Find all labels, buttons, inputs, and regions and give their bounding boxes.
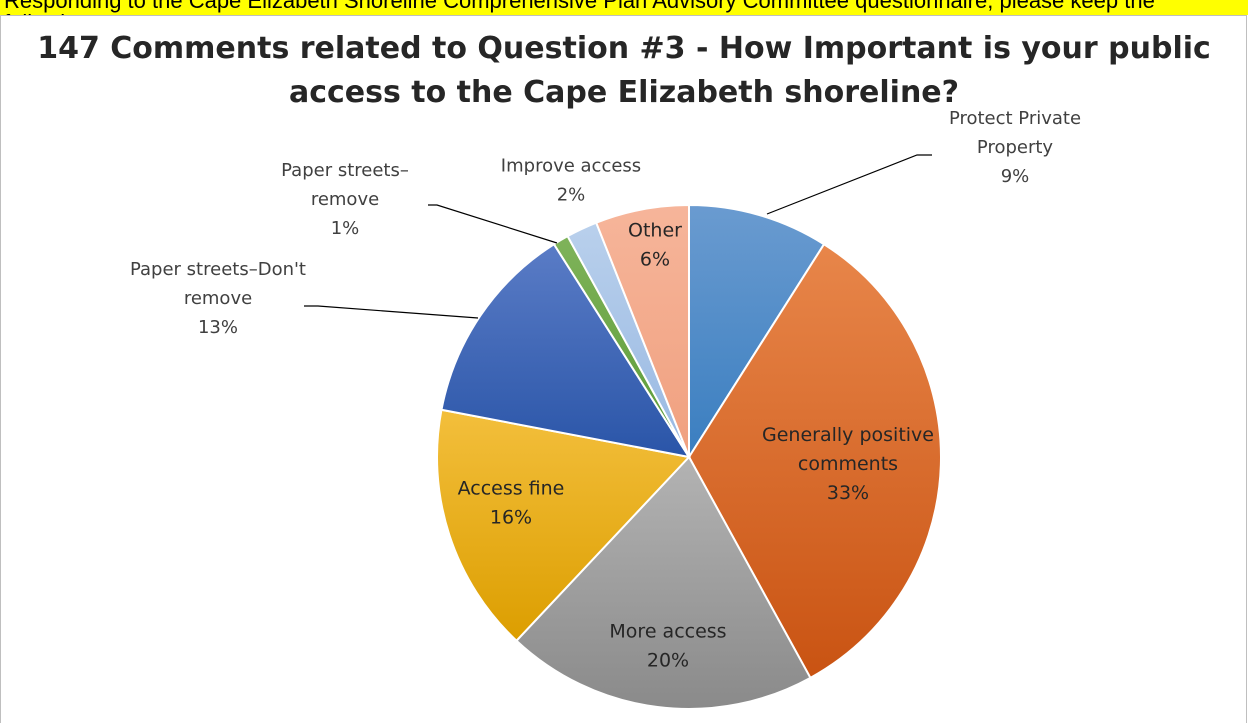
pie-slice-paper-streets-don-t-remove <box>440 242 692 459</box>
leader-line <box>304 305 479 319</box>
slice-labels: Protect Private Property 9% Generally posit… <box>130 108 1081 672</box>
slice-label: Paper streets– remove 1% <box>281 160 409 239</box>
pie-slice-protect-private-property <box>688 203 826 461</box>
leader-lines <box>304 154 932 319</box>
banner-text: Responding to the Cape Elizabeth Shoreli… <box>0 0 1248 15</box>
slice-label: More access 20% <box>609 621 726 672</box>
slice-label: Paper streets–Don't remove 13% <box>130 259 306 338</box>
pie-slice-other <box>594 203 690 458</box>
slice-label: Improve access 2% <box>501 156 641 206</box>
pie-slice-access-fine <box>436 408 691 643</box>
highlighted-banner: Responding to the Cape Elizabeth Shoreli… <box>0 0 1248 15</box>
slice-label: Generally positive comments 33% <box>762 424 934 504</box>
slice-label: Access fine 16% <box>458 478 565 529</box>
pie-slices <box>436 203 942 710</box>
chart-frame <box>0 15 1247 723</box>
slice-label: Protect Private Property 9% <box>949 108 1081 187</box>
leader-line <box>428 204 558 244</box>
pie-slice-generally-positive-comments <box>687 242 942 680</box>
slice-label: Other 6% <box>628 220 682 271</box>
chart-title: 147 Comments related to Question #3 - Ho… <box>37 31 1211 110</box>
leader-line <box>766 154 932 215</box>
pie-slice-more-access <box>515 455 812 710</box>
